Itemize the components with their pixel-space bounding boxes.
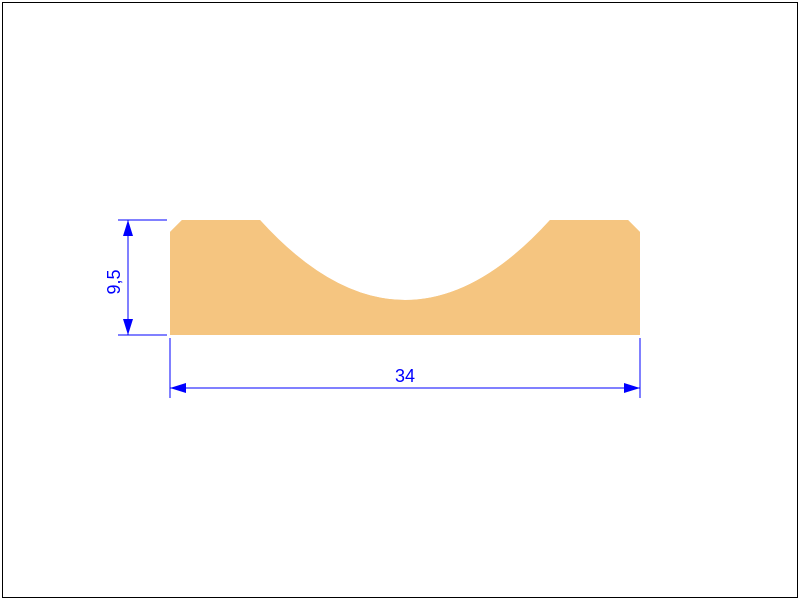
diagram-canvas: 34 9,5 <box>0 0 800 600</box>
profile-bottom-chamfer <box>170 220 640 335</box>
horizontal-dimension-label: 34 <box>395 366 415 386</box>
horizontal-dimension: 34 <box>170 338 640 398</box>
vertical-dimension-label: 9,5 <box>104 269 124 294</box>
vertical-dimension: 9,5 <box>104 220 167 335</box>
